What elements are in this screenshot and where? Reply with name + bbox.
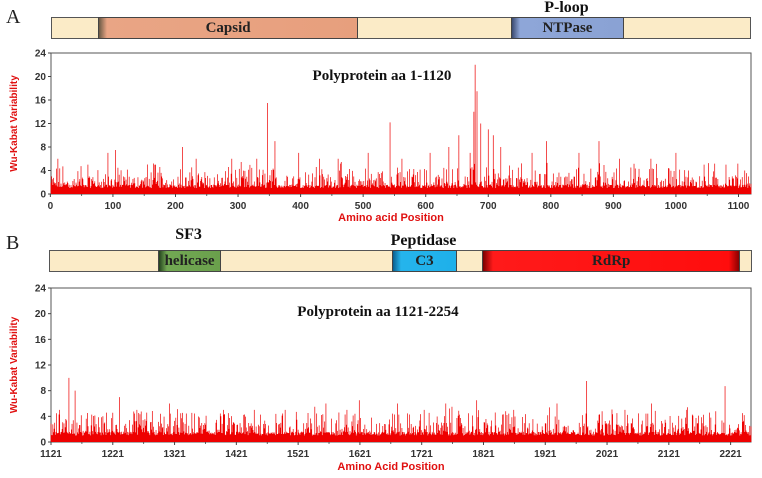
domain-ploop-above-label: P-loop [544, 0, 589, 16]
domain-rdrp-label: RdRp [592, 252, 631, 269]
x-tick-label: 1721 [411, 449, 434, 460]
baseline-band [51, 435, 751, 442]
panel-a-domain-track: Capsid NTPase [51, 17, 751, 39]
y-tick-label: 12 [35, 119, 47, 130]
variability-bars [50, 64, 752, 194]
y-axis-label: Wu-Kabat Variability [9, 316, 20, 413]
y-tick-label: 0 [40, 190, 46, 201]
y-tick-label: 4 [40, 166, 46, 177]
x-tick-label: 500 [355, 201, 372, 212]
x-tick-label: 1521 [287, 449, 310, 460]
x-axis-label: Amino Acid Position [337, 461, 444, 473]
domain-peptidase-above-label: Peptidase [390, 232, 457, 249]
x-axis-label: Amino acid Position [338, 212, 444, 224]
x-tick-label: 300 [230, 201, 247, 212]
x-tick-label: 600 [417, 201, 434, 212]
x-tick-label: 0 [48, 201, 54, 212]
y-tick-label: 24 [35, 284, 47, 295]
x-tick-label: 1221 [102, 449, 125, 460]
domain-rdrp: RdRp [482, 250, 740, 272]
chart-title: Polyprotein aa 1-1120 [313, 68, 452, 84]
domain-sf3-above-label: SF3 [175, 226, 202, 243]
x-tick-label: 900 [605, 201, 622, 212]
variability-bars [50, 377, 752, 442]
domain-c3: C3 [391, 250, 458, 272]
y-tick-label: 16 [35, 96, 47, 107]
x-tick-label: 100 [105, 201, 122, 212]
y-tick-label: 4 [40, 412, 46, 423]
x-tick-label: 1921 [534, 449, 557, 460]
x-tick-label: 700 [480, 201, 497, 212]
y-tick-label: 8 [40, 386, 46, 397]
x-tick-label: 1121 [40, 449, 62, 460]
y-axis-label: Wu-Kabat Variability [9, 75, 20, 172]
domain-capsid-label: Capsid [205, 19, 251, 36]
x-tick-label: 2021 [596, 449, 619, 460]
domain-c3-label: C3 [415, 252, 434, 269]
panel-b-domain-track: helicase C3 RdRp [49, 250, 752, 272]
y-tick-label: 20 [35, 72, 47, 83]
x-tick-label: 1321 [163, 449, 186, 460]
x-tick-label: 800 [542, 201, 559, 212]
x-tick-label: 400 [292, 201, 309, 212]
x-tick-label: 1421 [225, 449, 248, 460]
x-tick-label: 1621 [349, 449, 372, 460]
x-tick-label: 2121 [658, 449, 681, 460]
x-tick-label: 1100 [728, 201, 750, 212]
domain-capsid: Capsid [98, 17, 358, 39]
panel-a-label: A [6, 6, 21, 28]
y-tick-label: 0 [40, 438, 46, 449]
x-tick-label: 200 [167, 201, 184, 212]
y-tick-label: 20 [35, 309, 47, 320]
x-tick-label: 1000 [665, 201, 688, 212]
domain-ntpase: NTPase [511, 17, 624, 39]
panel-b-label: B [6, 232, 20, 254]
y-tick-label: 12 [35, 361, 47, 372]
domain-helicase-label: helicase [164, 252, 215, 269]
x-tick-label: 1821 [472, 449, 495, 460]
y-tick-label: 8 [40, 143, 46, 154]
domain-helicase: helicase [157, 250, 222, 272]
x-tick-label: 2221 [719, 449, 742, 460]
chart-title: Polyprotein aa 1121-2254 [297, 304, 459, 320]
baseline-band [51, 188, 751, 194]
y-tick-label: 16 [35, 335, 47, 346]
y-tick-label: 24 [35, 49, 47, 60]
domain-ntpase-label: NTPase [542, 19, 593, 36]
